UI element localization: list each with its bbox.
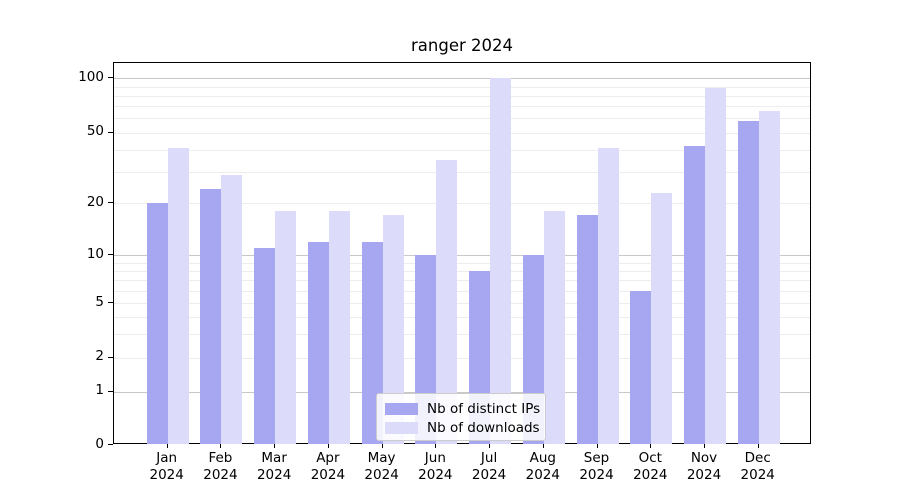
- gridline-minor-9: [114, 262, 810, 264]
- x-tick-feb: [220, 444, 222, 448]
- y-tick-10: [108, 254, 113, 256]
- bar-oct-downloads: [651, 192, 673, 444]
- gridline-minor-7: [114, 279, 810, 281]
- y-tick-2: [108, 356, 113, 358]
- legend: Nb of distinct IPs Nb of downloads: [376, 393, 546, 441]
- bar-aug-downloads: [543, 211, 565, 444]
- gridline-minor-30: [114, 172, 810, 174]
- y-tick-label-20: 20: [86, 193, 104, 210]
- bar-mar-ips: [254, 248, 276, 444]
- legend-label-downloads: Nb of downloads: [427, 419, 540, 436]
- bar-jul-downloads: [490, 78, 512, 444]
- legend-swatch-ips: [385, 402, 418, 415]
- y-tick-5: [108, 302, 113, 304]
- x-tick-oct: [650, 444, 652, 448]
- y-tick-label-0: 0: [95, 435, 104, 452]
- x-tick-label-sep: Sep 2024: [579, 450, 614, 483]
- x-tick-jun: [435, 444, 437, 448]
- x-tick-label-jan: Jan 2024: [149, 450, 184, 483]
- x-tick-label-feb: Feb 2024: [203, 450, 238, 483]
- x-tick-label-dec: Dec 2024: [740, 450, 775, 483]
- x-tick-may: [381, 444, 383, 448]
- legend-label-ips: Nb of distinct IPs: [427, 400, 541, 417]
- x-tick-sep: [596, 444, 598, 448]
- gridline-major-10: [114, 255, 810, 257]
- gridline-major-1: [114, 391, 810, 393]
- x-tick-label-mar: Mar 2024: [256, 450, 292, 483]
- gridline-minor-80: [114, 95, 810, 97]
- gridline-minor-90: [114, 86, 810, 88]
- x-tick-label-jul: Jul 2024: [471, 450, 507, 483]
- gridline-minor-20: [114, 203, 810, 205]
- bar-nov-ips: [684, 146, 705, 444]
- x-tick-nov: [704, 444, 705, 448]
- x-tick-label-nov: Nov 2024: [686, 450, 722, 483]
- bar-sep-ips: [576, 215, 598, 444]
- x-tick-dec: [757, 444, 759, 448]
- bar-jan-downloads: [167, 147, 189, 444]
- y-tick-label-50: 50: [86, 123, 104, 140]
- x-tick-mar: [274, 444, 276, 448]
- y-tick-label-100: 100: [78, 68, 104, 85]
- bar-may-downloads: [382, 215, 404, 444]
- gridline-minor-40: [114, 149, 810, 151]
- bar-apr-ips: [307, 241, 329, 444]
- bar-jun-downloads: [436, 160, 458, 444]
- y-tick-label-10: 10: [86, 245, 104, 262]
- bar-nov-downloads: [705, 88, 726, 444]
- x-tick-jul: [489, 444, 491, 448]
- bar-oct-ips: [630, 290, 652, 444]
- x-tick-label-oct: Oct 2024: [633, 450, 668, 483]
- gridline-minor-50: [114, 132, 810, 134]
- bar-sep-downloads: [597, 147, 619, 444]
- y-tick-label-2: 2: [95, 348, 104, 365]
- bar-jan-ips: [146, 203, 168, 444]
- x-tick-label-may: May 2024: [364, 450, 399, 483]
- gridline-minor-60: [114, 118, 810, 120]
- y-tick-label-5: 5: [95, 293, 104, 310]
- legend-row-ips: Nb of distinct IPs: [385, 399, 541, 418]
- x-tick-aug: [542, 444, 544, 448]
- bar-feb-downloads: [221, 174, 243, 444]
- gridline-minor-5: [114, 303, 810, 305]
- y-tick-label-1: 1: [95, 382, 104, 399]
- bar-dec-ips: [737, 121, 759, 444]
- x-tick-label-jun: Jun 2024: [418, 450, 453, 483]
- bar-apr-downloads: [328, 211, 350, 444]
- y-tick-100: [108, 77, 113, 79]
- plot-area: [113, 62, 811, 444]
- gridline-major-100: [114, 78, 810, 80]
- gridline-minor-3: [114, 333, 810, 335]
- gridline-minor-6: [114, 290, 810, 292]
- legend-row-downloads: Nb of downloads: [385, 418, 540, 437]
- y-tick-0: [108, 444, 113, 445]
- y-tick-20: [108, 202, 113, 204]
- y-tick-50: [108, 131, 113, 133]
- x-tick-label-apr: Apr 2024: [310, 450, 346, 483]
- gridline-minor-2: [114, 357, 810, 359]
- bar-mar-downloads: [275, 211, 297, 444]
- gridline-minor-70: [114, 106, 810, 108]
- chart-title: ranger 2024: [411, 36, 513, 55]
- bar-feb-ips: [200, 189, 222, 444]
- legend-swatch-downloads: [385, 421, 418, 434]
- y-tick-1: [108, 390, 113, 392]
- gridline-minor-4: [114, 316, 810, 318]
- bar-dec-downloads: [758, 110, 780, 444]
- x-tick-apr: [327, 444, 329, 448]
- x-tick-jan: [166, 444, 168, 448]
- gridline-minor-8: [114, 270, 810, 272]
- x-tick-label-aug: Aug 2024: [525, 450, 560, 483]
